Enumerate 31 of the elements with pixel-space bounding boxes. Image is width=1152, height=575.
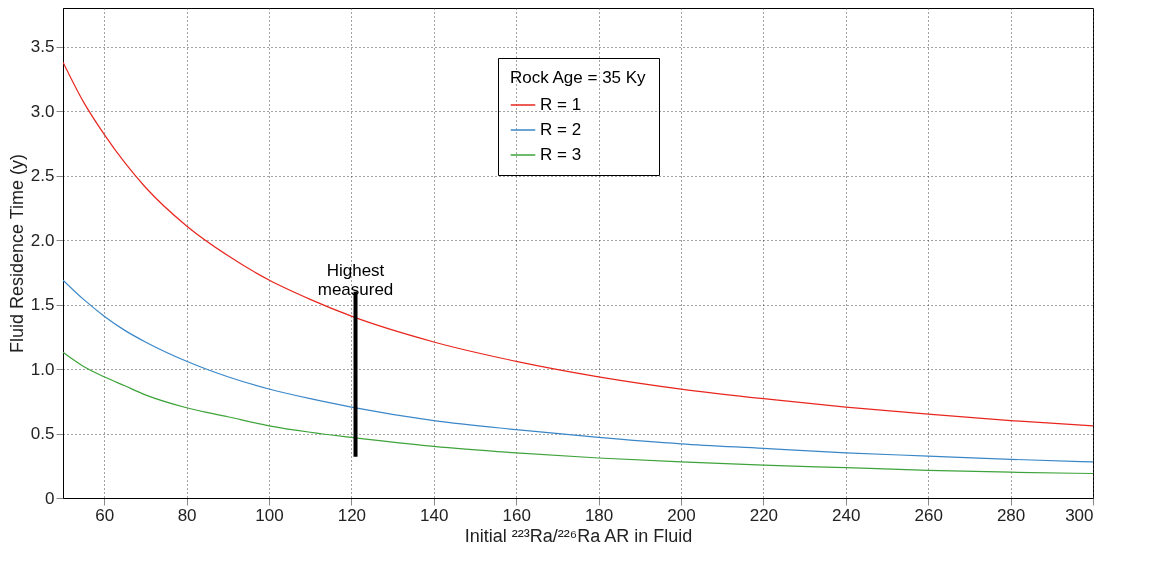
x-tick-label: 200	[667, 505, 696, 525]
annotation: Highest measured	[317, 260, 394, 299]
x-tick-label: 120	[337, 505, 367, 525]
legend-label: R = 1	[540, 95, 582, 114]
x-tick-label: 240	[832, 505, 861, 525]
x-tick-label: 100	[255, 505, 284, 525]
x-tick-label: 220	[749, 505, 779, 525]
x-tick-label: 160	[502, 505, 531, 525]
legend-label: R = 2	[540, 120, 582, 139]
y-tick-label: 2.5	[30, 166, 55, 186]
x-tick-label: 60	[95, 505, 115, 525]
line-series	[63, 279, 1093, 463]
legend-label: R = 3	[540, 145, 582, 164]
y-tick-label: 2.0	[30, 230, 55, 250]
x-tick-label: 280	[996, 505, 1026, 525]
x-tick-label: 140	[420, 505, 449, 525]
legend-title: Rock Age = 35 Ky	[510, 68, 647, 87]
y-tick-label: 0	[45, 488, 55, 508]
y-tick-label: 1.0	[30, 359, 55, 379]
y-tick-label: 0.5	[30, 424, 55, 444]
x-axis-title: Initial ²²³Ra/²²⁶Ra AR in Fluid	[464, 525, 693, 546]
y-axis-title: Fluid Residence Time (y)	[6, 153, 27, 354]
y-tick-label: 3.0	[30, 101, 55, 121]
x-tick-label: 180	[584, 505, 614, 525]
x-tick-label: 300	[1065, 505, 1094, 525]
y-tick-label: 3.5	[30, 37, 55, 57]
x-tick-label: 260	[914, 505, 943, 525]
line-series	[63, 351, 1093, 475]
line-series	[63, 61, 1093, 427]
x-tick-label: 80	[177, 505, 197, 525]
y-tick-label: 1.5	[30, 295, 55, 315]
